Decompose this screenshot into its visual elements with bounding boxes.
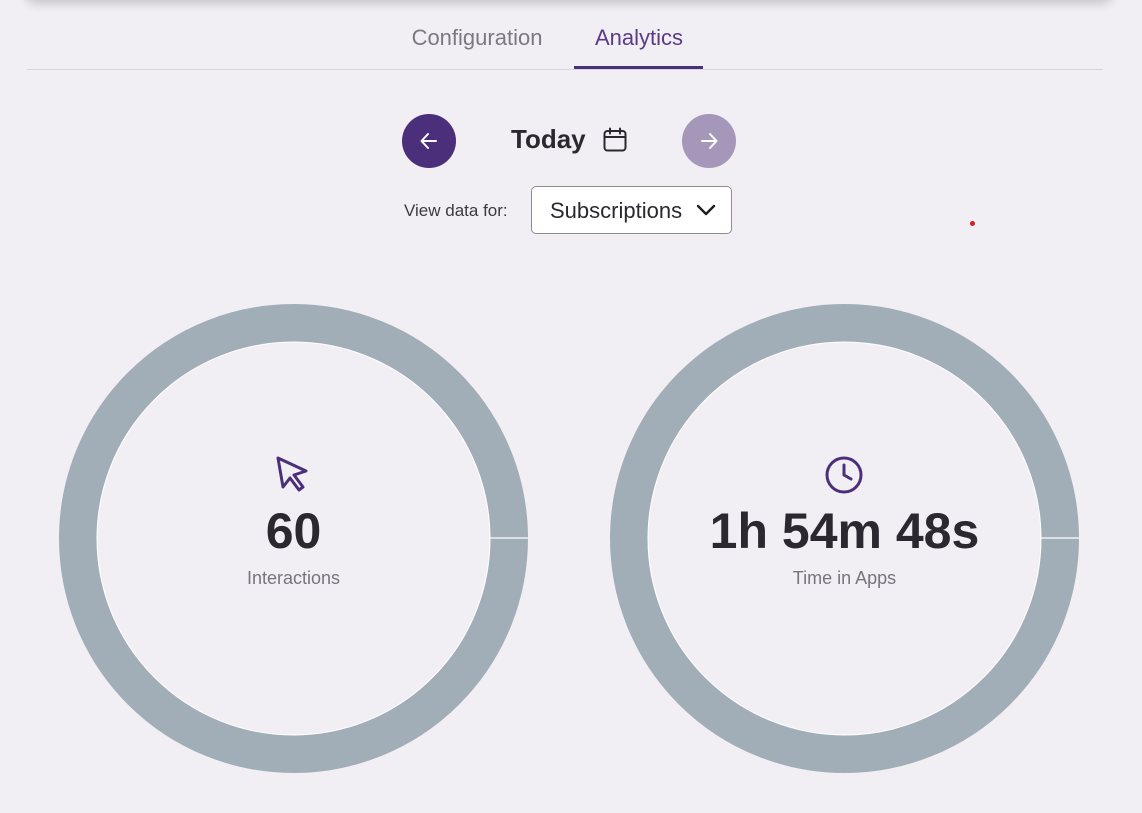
interactions-label: Interactions xyxy=(246,568,341,588)
cursor-dot xyxy=(970,221,975,226)
interactions-value: 60 xyxy=(265,503,322,559)
clock-icon xyxy=(825,456,863,494)
chevron-down-icon xyxy=(696,204,716,216)
arrow-left-icon xyxy=(420,133,437,149)
interactions-ring xyxy=(59,304,528,773)
tab-analytics[interactable]: Analytics xyxy=(594,25,684,50)
interactions-card: 60 Interactions xyxy=(59,304,528,773)
cursor-pointer-icon xyxy=(276,456,308,492)
view-data-select[interactable]: Subscriptions xyxy=(531,186,732,234)
date-label: Today xyxy=(511,124,586,154)
tab-bar: Configuration Analytics xyxy=(27,0,1103,70)
time-in-apps-label: Time in Apps xyxy=(792,568,897,588)
view-data-label: View data for: xyxy=(404,201,508,220)
tab-configuration[interactable]: Configuration xyxy=(411,25,543,50)
calendar-icon[interactable] xyxy=(601,126,629,154)
arrow-right-icon xyxy=(701,133,718,149)
time-in-apps-ring xyxy=(610,304,1079,773)
time-in-apps-value: 1h 54m 48s xyxy=(709,503,980,559)
time-in-apps-card: 1h 54m 48s Time in Apps xyxy=(610,304,1079,773)
next-day-button[interactable] xyxy=(682,114,736,168)
active-tab-indicator xyxy=(574,66,703,69)
view-data-selected-value: Subscriptions xyxy=(550,198,683,223)
previous-day-button[interactable] xyxy=(402,114,456,168)
